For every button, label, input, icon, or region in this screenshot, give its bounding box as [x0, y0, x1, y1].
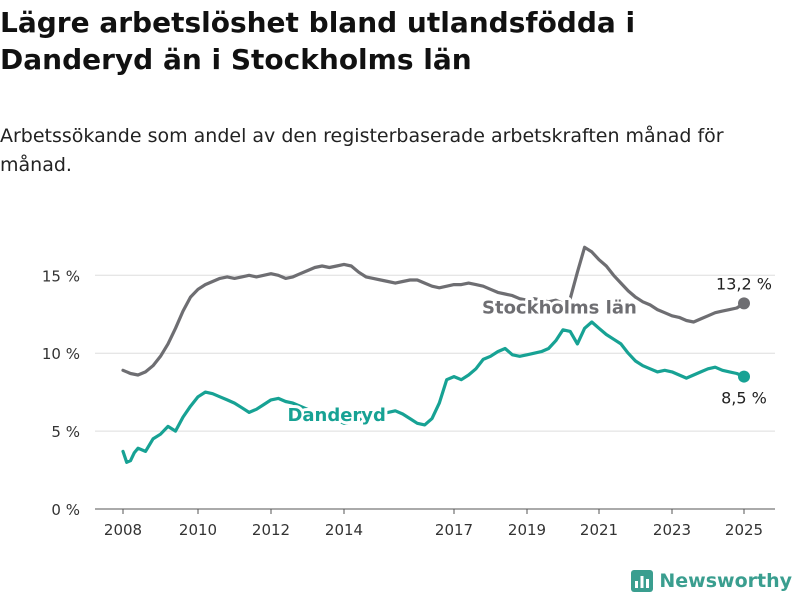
brand-name: Newsworthy	[659, 570, 792, 592]
series-endpoint-danderyd	[738, 370, 750, 383]
x-tick-label: 2021	[580, 521, 618, 539]
x-tick-label: 2019	[508, 521, 546, 539]
bar-chart-logo-icon	[631, 570, 654, 592]
x-tick-label: 2008	[104, 521, 142, 539]
newsworthy-brand: Newsworthy	[631, 570, 792, 592]
chart-title: Lägre arbetslöshet bland utlandsfödda i …	[0, 6, 636, 76]
x-tick-label: 2017	[435, 521, 473, 539]
series-endpoint-stockholms-l-n	[738, 297, 750, 310]
end-value-label: 8,5 %	[721, 389, 767, 408]
y-tick-label: 10 %	[42, 345, 80, 363]
y-tick-label: 15 %	[42, 267, 80, 285]
chart-subtitle: Arbetssökande som andel av den registerb…	[0, 125, 724, 176]
x-tick-label: 2023	[653, 521, 691, 539]
x-tick-label: 2012	[252, 521, 290, 539]
x-tick-label: 2014	[325, 521, 363, 539]
series-line-stockholms-l-n	[121, 245, 746, 377]
series-line-danderyd	[121, 320, 746, 464]
series-name-label: Stockholms län	[482, 297, 637, 318]
series-name-label: Danderyd	[287, 405, 386, 426]
y-tick-label: 0 %	[51, 501, 80, 519]
x-tick-label: 2025	[725, 521, 763, 539]
end-value-label: 13,2 %	[716, 274, 772, 293]
x-tick-label: 2010	[179, 521, 217, 539]
y-tick-label: 5 %	[51, 423, 80, 441]
